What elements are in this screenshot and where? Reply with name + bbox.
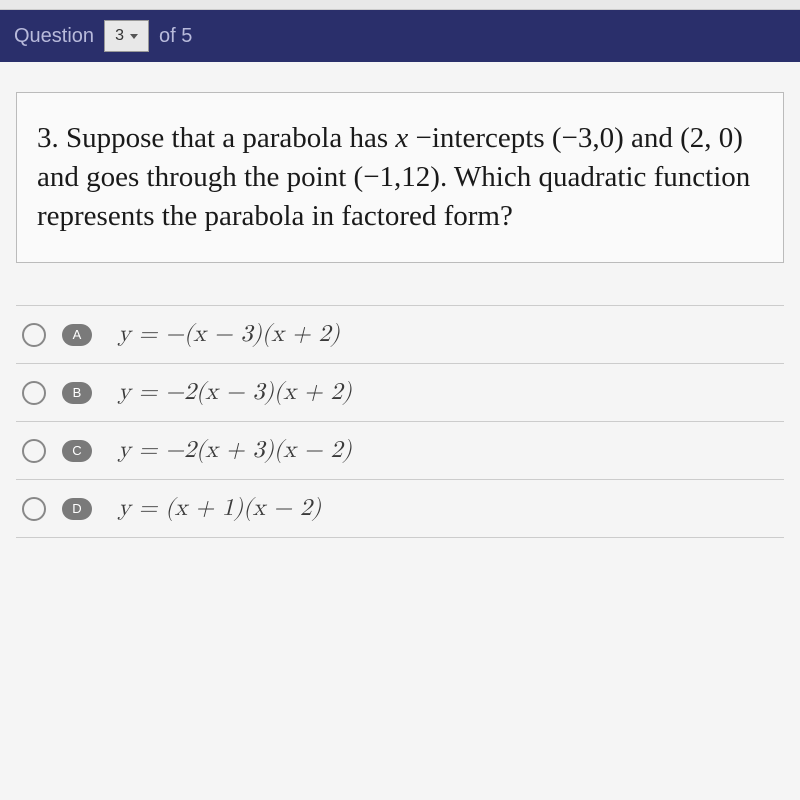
formula-b: y = −2(x − 3)(x + 2) [118, 378, 352, 407]
x-variable: x [395, 122, 408, 154]
chevron-down-icon [130, 34, 138, 39]
of-total-label: of 5 [159, 25, 192, 48]
question-number-dropdown[interactable]: 3 [104, 20, 149, 52]
badge-b: B [62, 382, 92, 404]
question-text-box: 3. Suppose that a parabola has x −interc… [16, 92, 784, 263]
option-row-d[interactable]: D y = (x + 1)(x − 2) [16, 479, 784, 538]
question-text-p1: Suppose that a parabola has [66, 122, 388, 154]
option-row-b[interactable]: B y = −2(x − 3)(x + 2) [16, 363, 784, 421]
current-question-number: 3 [115, 27, 124, 45]
question-label: Question [14, 25, 94, 48]
formula-a: y = −(x − 3)(x + 2) [118, 320, 340, 349]
content-area: 3. Suppose that a parabola has x −interc… [0, 62, 800, 554]
radio-c[interactable] [22, 439, 46, 463]
formula-c: y = −2(x + 3)(x − 2) [118, 436, 352, 465]
question-number: 3. [37, 122, 59, 154]
radio-a[interactable] [22, 323, 46, 347]
top-strip [0, 0, 800, 10]
badge-d: D [62, 498, 92, 520]
option-row-a[interactable]: A y = −(x − 3)(x + 2) [16, 305, 784, 363]
radio-b[interactable] [22, 381, 46, 405]
option-row-c[interactable]: C y = −2(x + 3)(x − 2) [16, 421, 784, 479]
formula-d: y = (x + 1)(x − 2) [118, 494, 321, 523]
radio-d[interactable] [22, 497, 46, 521]
badge-c: C [62, 440, 92, 462]
badge-a: A [62, 324, 92, 346]
header-bar: Question 3 of 5 [0, 10, 800, 62]
answer-options: A y = −(x − 3)(x + 2) B y = −2(x − 3)(x … [16, 305, 784, 538]
